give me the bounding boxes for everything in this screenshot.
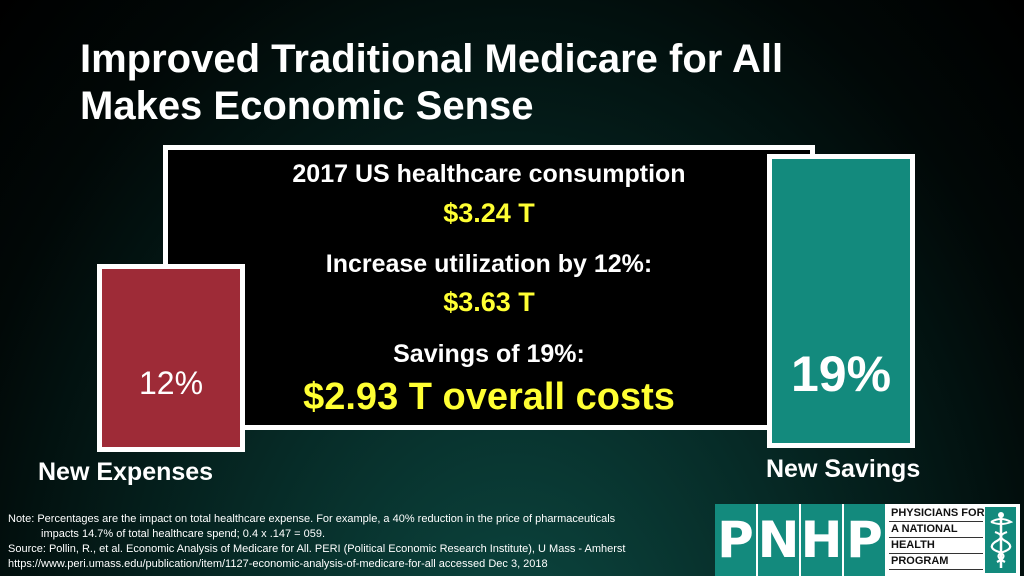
consumption-label: 2017 US healthcare consumption [292,160,686,188]
source-line: Source: Pollin, R., et al. Economic Anal… [8,543,626,555]
logo-letter-p: P [715,504,756,576]
savings-label: Savings of 19%: [393,340,585,368]
savings-percent: 19% [790,346,892,402]
consumption-value: $3.24 T [443,198,535,228]
utilization-label: Increase utilization by 12%: [325,250,653,278]
overall-cost-value: $2.93 T overall costs [303,376,675,418]
title-line-2: Makes Economic Sense [80,84,534,128]
new-savings-bar: 19% [767,154,915,448]
pnhp-letters: P N H P [715,504,887,576]
logo-letter-h: H [801,504,842,576]
caduceus-icon-svg [989,512,1013,568]
new-expenses-caption: New Expenses [38,458,214,486]
cost-summary-box: 2017 US healthcare consumption $3.24 T I… [163,145,815,430]
new-savings-caption: New Savings [766,455,921,483]
title-line-1: Improved Traditional Medicare for All [80,37,784,81]
expenses-percent: 12% [138,365,204,401]
logo-letter-n: N [758,504,799,576]
logo-letter-p2: P [844,504,885,576]
note-line-1: Note: Percentages are the impact on tota… [8,513,616,525]
source-url: https://www.peri.umass.edu/publication/i… [8,558,548,570]
org-line-3: HEALTH [889,538,983,554]
note-line-2: impacts 14.7% of total healthcare spend;… [41,528,326,540]
new-expenses-bar: 12% [97,264,245,452]
slide-title: Improved Traditional Medicare for All Ma… [80,36,960,130]
org-name: PHYSICIANS FOR A NATIONAL HEALTH PROGRAM [889,506,985,570]
utilization-value: $3.63 T [443,287,535,317]
org-line-4: PROGRAM [889,554,983,570]
pnhp-logo: P N H P PHYSICIANS FOR A NATIONAL HEALTH… [715,504,1020,576]
caduceus-icon [985,507,1016,573]
footnotes: Note: Percentages are the impact on tota… [8,512,708,572]
org-line-2: A NATIONAL [889,522,983,538]
org-line-1: PHYSICIANS FOR [889,506,985,522]
